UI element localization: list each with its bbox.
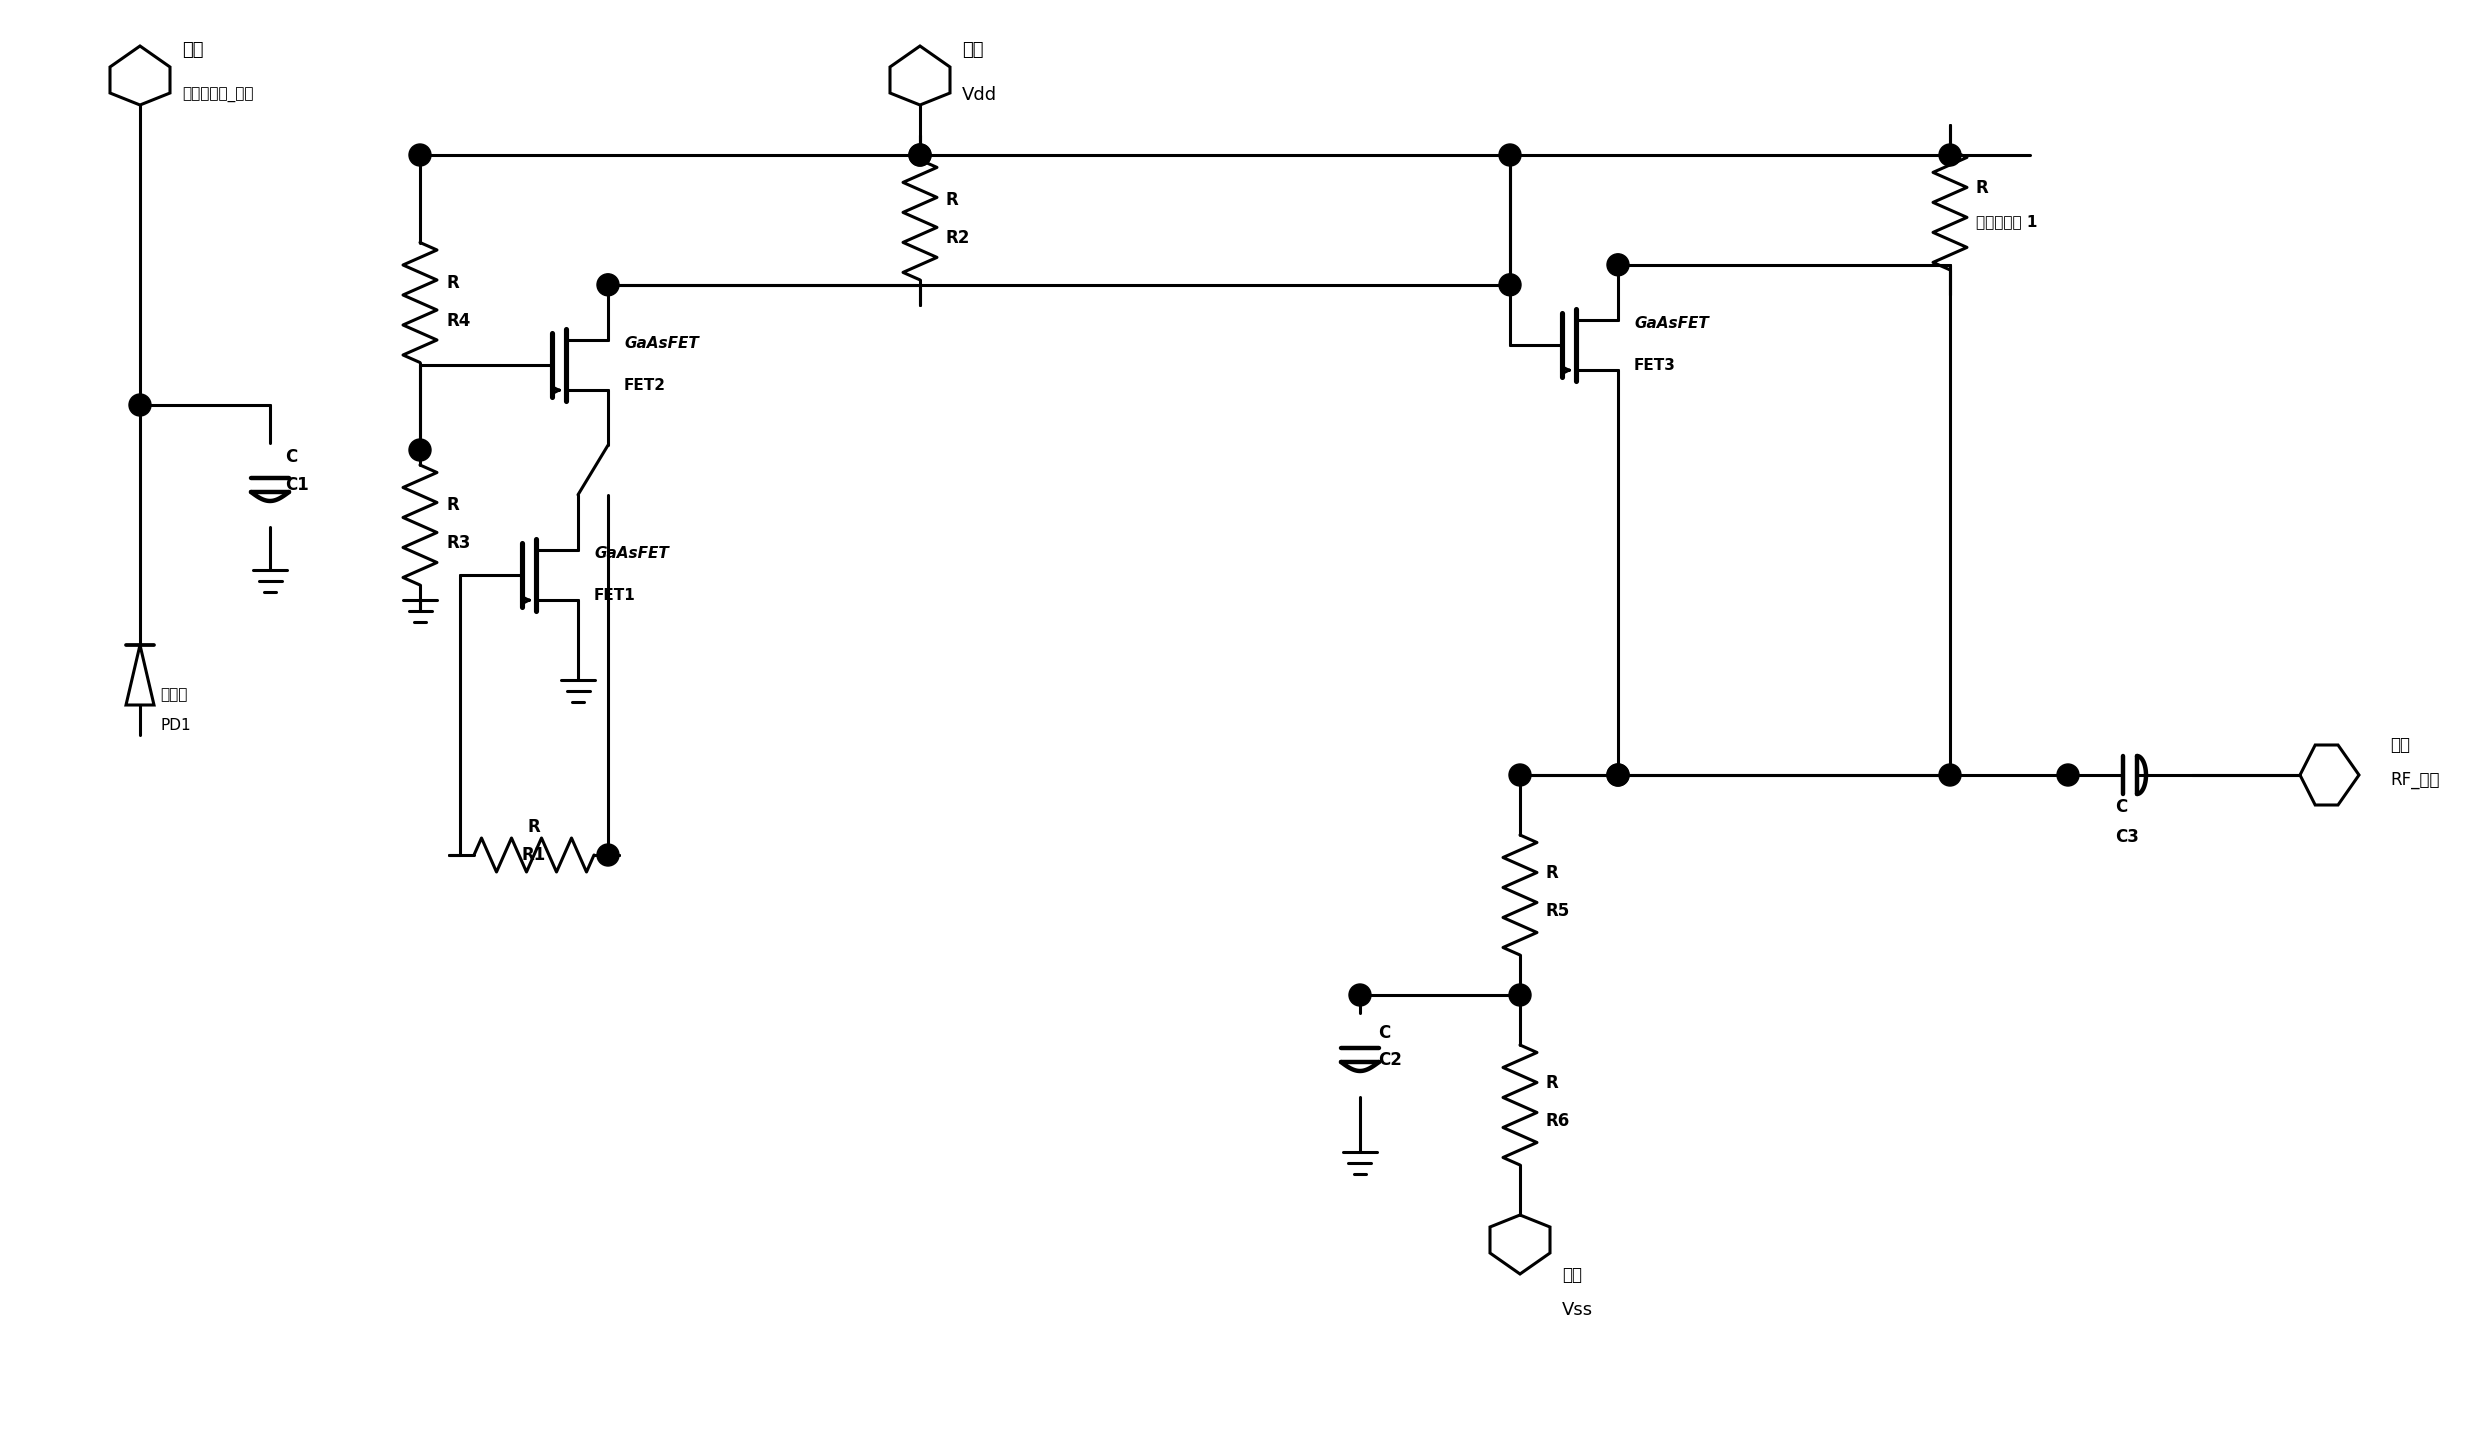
Circle shape	[1499, 144, 1522, 166]
Text: R: R	[1977, 179, 1989, 196]
Text: 端口: 端口	[2390, 736, 2410, 754]
Text: FET3: FET3	[1633, 358, 1675, 372]
Text: RF_输出: RF_输出	[2390, 771, 2439, 789]
Text: PD1: PD1	[161, 717, 190, 732]
Circle shape	[1608, 764, 1628, 786]
Circle shape	[1940, 144, 1962, 166]
Text: R: R	[527, 818, 539, 837]
Text: R5: R5	[1546, 902, 1571, 920]
Text: R4: R4	[445, 311, 470, 329]
Text: R6: R6	[1546, 1112, 1571, 1131]
Text: 端口: 端口	[1561, 1266, 1581, 1283]
Text: 光电二极管_偏压: 光电二极管_偏压	[183, 87, 252, 102]
Circle shape	[908, 144, 930, 166]
Text: R: R	[1546, 1074, 1559, 1093]
Text: R: R	[445, 496, 458, 514]
Text: GaAsFET: GaAsFET	[594, 546, 668, 560]
Text: 端口: 端口	[962, 41, 985, 60]
Text: R: R	[1546, 864, 1559, 882]
Text: 二极管: 二极管	[161, 688, 188, 703]
Text: R: R	[445, 274, 458, 291]
Circle shape	[1509, 984, 1531, 1005]
Text: FET1: FET1	[594, 588, 636, 602]
Text: C3: C3	[2115, 828, 2140, 845]
Text: GaAsFET: GaAsFET	[623, 336, 698, 351]
Circle shape	[596, 274, 618, 295]
Text: C: C	[285, 448, 297, 466]
Circle shape	[1348, 984, 1371, 1005]
Circle shape	[596, 844, 618, 866]
Text: FET2: FET2	[623, 377, 666, 393]
Text: R: R	[945, 191, 960, 210]
Circle shape	[408, 144, 430, 166]
Text: C2: C2	[1378, 1051, 1403, 1069]
Circle shape	[1940, 764, 1962, 786]
Circle shape	[1608, 253, 1628, 276]
Text: Vdd: Vdd	[962, 86, 997, 103]
Circle shape	[908, 144, 930, 166]
Text: C1: C1	[285, 476, 309, 495]
Text: Vss: Vss	[1561, 1301, 1593, 1320]
Text: 端口: 端口	[183, 41, 203, 60]
Circle shape	[2056, 764, 2078, 786]
Text: R1: R1	[522, 845, 547, 864]
Circle shape	[408, 439, 430, 461]
Text: C: C	[2115, 797, 2128, 816]
Text: R3: R3	[445, 534, 470, 551]
Circle shape	[129, 394, 151, 416]
Circle shape	[1499, 274, 1522, 295]
Text: C: C	[1378, 1024, 1390, 1042]
Circle shape	[1509, 764, 1531, 786]
Text: GaAsFET: GaAsFET	[1633, 316, 1710, 330]
Text: 热敏电阻器 1: 热敏电阻器 1	[1977, 214, 2039, 230]
Circle shape	[1608, 764, 1628, 786]
Text: R2: R2	[945, 228, 970, 247]
